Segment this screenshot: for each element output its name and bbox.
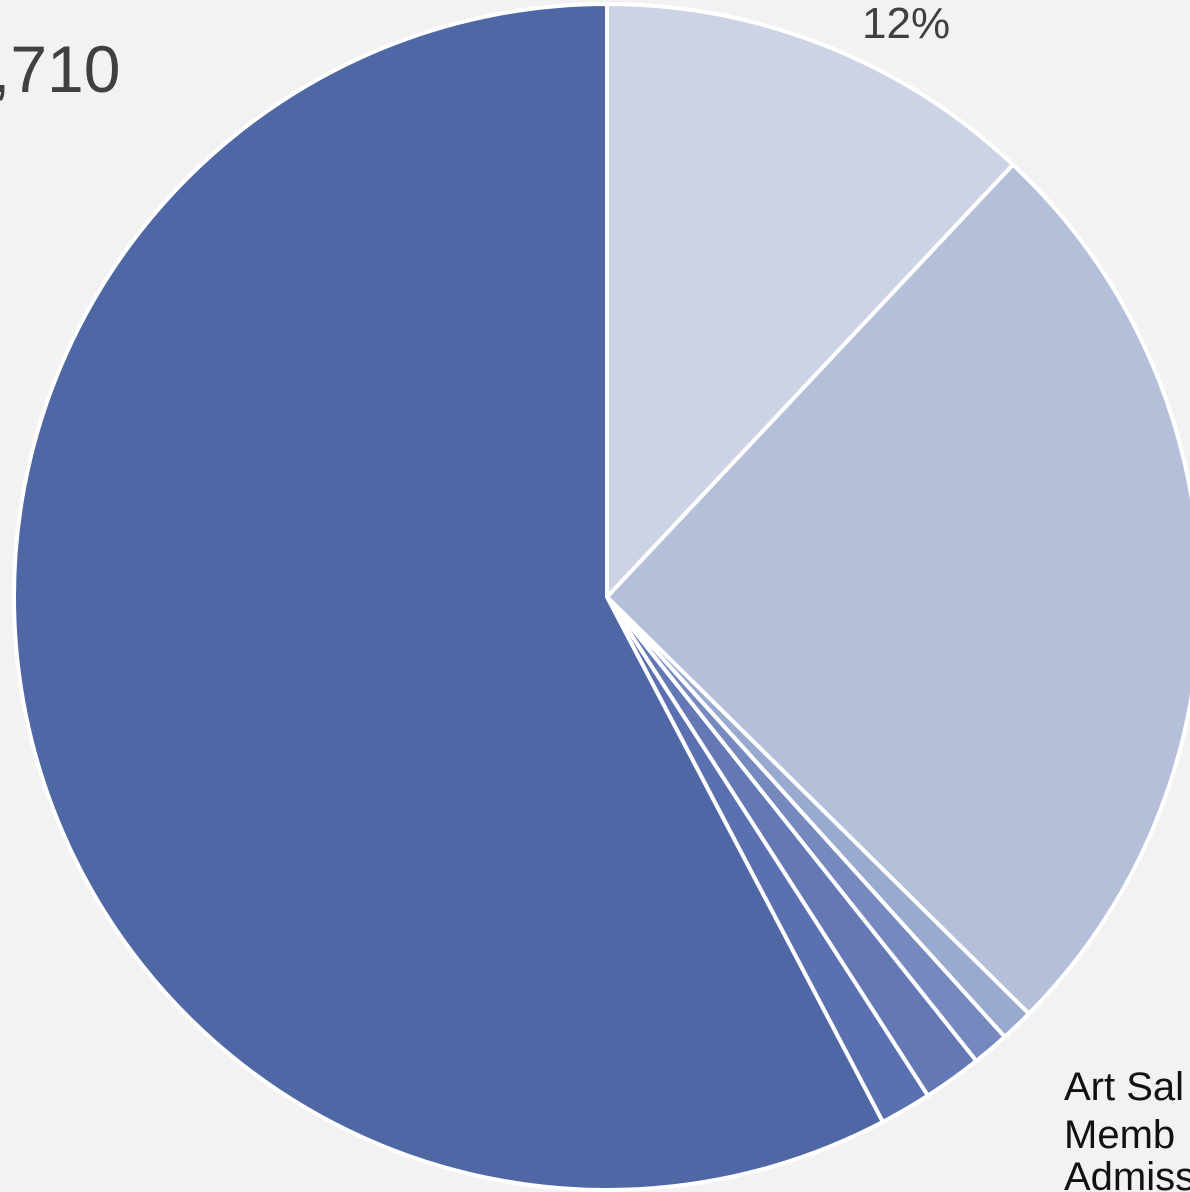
slice-label-art-sales: Art Sal bbox=[1064, 1065, 1184, 1109]
pie-slice-7 bbox=[11, 2, 885, 1192]
pie-slice-1 bbox=[605, 2, 1015, 599]
pie-slice-2 bbox=[605, 162, 1190, 1016]
slice-label-membership: Memb bbox=[1064, 1113, 1175, 1157]
slice-label-admissions: Admiss bbox=[1064, 1155, 1190, 1192]
pie-slices bbox=[11, 2, 1190, 1192]
top-percent-label: 12% bbox=[862, 0, 950, 48]
top-left-value-label: ,710 bbox=[0, 32, 120, 106]
